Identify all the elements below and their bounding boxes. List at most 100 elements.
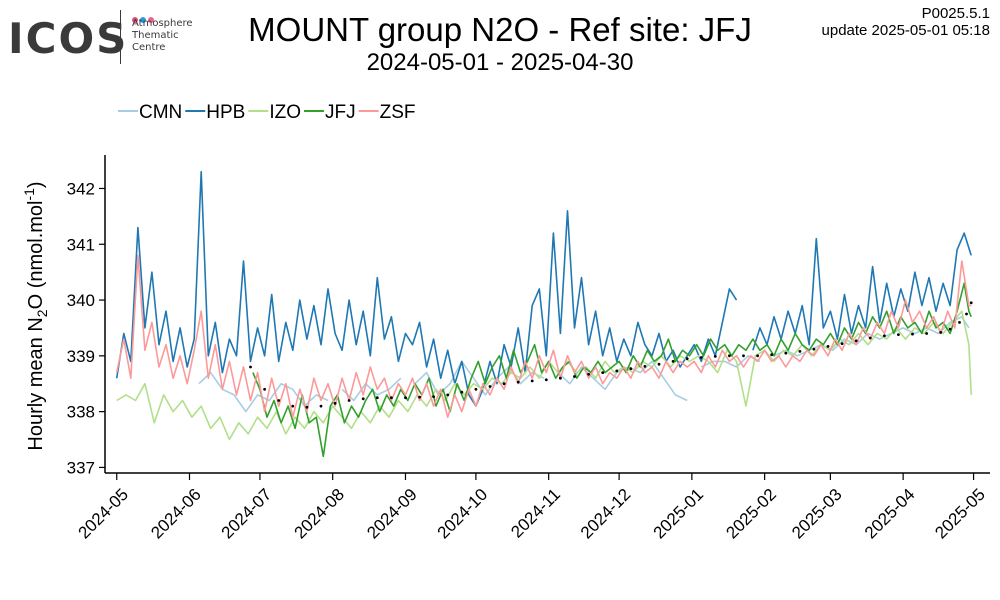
y-axis-label-part: Hourly mean N xyxy=(25,317,47,450)
series-line-hpb xyxy=(115,170,972,407)
x-tick-label: 2025-05 xyxy=(931,485,989,543)
x-tick-label: 2024-09 xyxy=(363,485,421,543)
logo-subtitle: Atmosphere Thematic Centre xyxy=(132,18,193,54)
trend-point xyxy=(965,312,968,316)
x-tick-label: 2024-12 xyxy=(577,485,635,543)
chart-title: MOUNT group N2O - Ref site: JFJ xyxy=(248,11,752,48)
logo-dots-icon xyxy=(132,10,156,28)
x-tick-label: 2024-08 xyxy=(290,485,348,543)
logo-dot xyxy=(148,17,154,23)
trend-point xyxy=(969,301,973,305)
trend-point xyxy=(784,351,788,355)
legend-label-izo: IZO xyxy=(269,102,301,123)
trend-point xyxy=(601,371,605,374)
trend-point xyxy=(446,393,450,397)
trend-point xyxy=(657,362,661,366)
logo-divider xyxy=(120,10,121,64)
version-info: P0025.5.1 update 2025-05-01 05:18 xyxy=(822,5,990,39)
logo-wordmark: ICOS xyxy=(8,14,129,63)
trend-point xyxy=(291,404,295,408)
trend-point xyxy=(277,399,281,402)
series-line-cmn xyxy=(198,316,970,413)
trend-point xyxy=(742,354,745,358)
x-tick-label: 2025-04 xyxy=(861,485,919,543)
trend-point xyxy=(939,331,943,334)
trend-point xyxy=(418,395,421,399)
trend-point xyxy=(840,342,844,345)
x-tick-label: 2024-07 xyxy=(218,485,276,543)
trend-point xyxy=(573,375,576,378)
trend-point xyxy=(770,353,774,357)
icos-logo: ICOS Atmosphere Thematic Centre xyxy=(8,8,208,68)
y-tick-label: 341 xyxy=(67,235,95,254)
y-axis-label: Hourly mean N2O (nmol.mol-1) xyxy=(21,181,50,450)
legend-label-cmn: CMN xyxy=(139,102,182,123)
trend-point xyxy=(502,382,506,386)
trend-line xyxy=(249,301,973,409)
trend-point xyxy=(305,405,309,409)
trend-point xyxy=(263,387,266,391)
trend-point xyxy=(361,397,365,401)
trend-point xyxy=(713,355,717,358)
trend-point xyxy=(587,372,590,376)
y-axis-label-part: ) xyxy=(25,181,47,188)
series-line-jfj xyxy=(252,282,972,458)
x-tick-label: 2025-03 xyxy=(788,485,846,543)
trend-point xyxy=(897,333,900,336)
trend-point xyxy=(812,347,816,351)
logo-line: Centre xyxy=(132,42,166,53)
trend-point xyxy=(685,357,689,360)
trend-point xyxy=(756,354,759,358)
x-tick-label: 2025-01 xyxy=(650,485,708,543)
y-tick-label: 342 xyxy=(67,179,95,198)
y-axis-label-part: O (nmol.mol xyxy=(25,201,47,310)
y-axis-label-part: -1 xyxy=(21,188,37,201)
trend-point xyxy=(530,379,534,383)
trend-point xyxy=(948,327,952,331)
x-tick-label: 2024-05 xyxy=(74,485,132,543)
trend-point xyxy=(958,321,961,324)
trend-point xyxy=(474,387,478,391)
trend-point xyxy=(671,360,675,363)
y-axis-label-part: 2 xyxy=(34,309,50,317)
logo-dot xyxy=(132,17,138,23)
logo-line: Atmosphere xyxy=(132,18,193,29)
trend-point xyxy=(319,404,323,408)
x-tick-label: 2024-06 xyxy=(147,485,205,543)
trend-point xyxy=(460,390,464,394)
trend-point xyxy=(333,401,337,405)
series-line-zsf xyxy=(115,254,972,418)
y-tick-label: 340 xyxy=(67,291,95,310)
legend-label-hpb: HPB xyxy=(206,102,245,123)
logo-dot xyxy=(140,17,146,23)
trend-point xyxy=(390,396,393,400)
trend-point xyxy=(854,339,858,343)
trend-point xyxy=(559,376,562,380)
trend-point xyxy=(615,369,619,373)
trend-point xyxy=(375,396,379,400)
trend-point xyxy=(249,365,252,369)
y-tick-label: 339 xyxy=(67,347,95,366)
trend-point xyxy=(432,395,435,398)
version-label: P0025.5.1 xyxy=(921,5,990,22)
trend-point xyxy=(798,350,802,353)
trend-point xyxy=(728,354,731,358)
x-tick-label: 2024-11 xyxy=(507,485,564,542)
trend-point xyxy=(643,365,647,368)
trend-point xyxy=(883,334,886,338)
trend-point xyxy=(404,396,407,400)
trend-point xyxy=(868,336,872,340)
update-label: update 2025-05-01 05:18 xyxy=(821,22,990,39)
trend-point xyxy=(347,399,351,402)
y-tick-label: 338 xyxy=(67,403,95,422)
y-tick-label: 337 xyxy=(67,458,95,477)
trend-point xyxy=(826,345,830,348)
trend-point xyxy=(544,378,548,382)
chart-subtitle: 2024-05-01 - 2025-04-30 xyxy=(366,49,634,76)
trend-point xyxy=(911,332,914,336)
x-tick-label: 2024-10 xyxy=(434,485,492,543)
trend-point xyxy=(488,385,492,388)
trend-point xyxy=(516,380,520,384)
legend-label-jfj: JFJ xyxy=(325,102,356,123)
